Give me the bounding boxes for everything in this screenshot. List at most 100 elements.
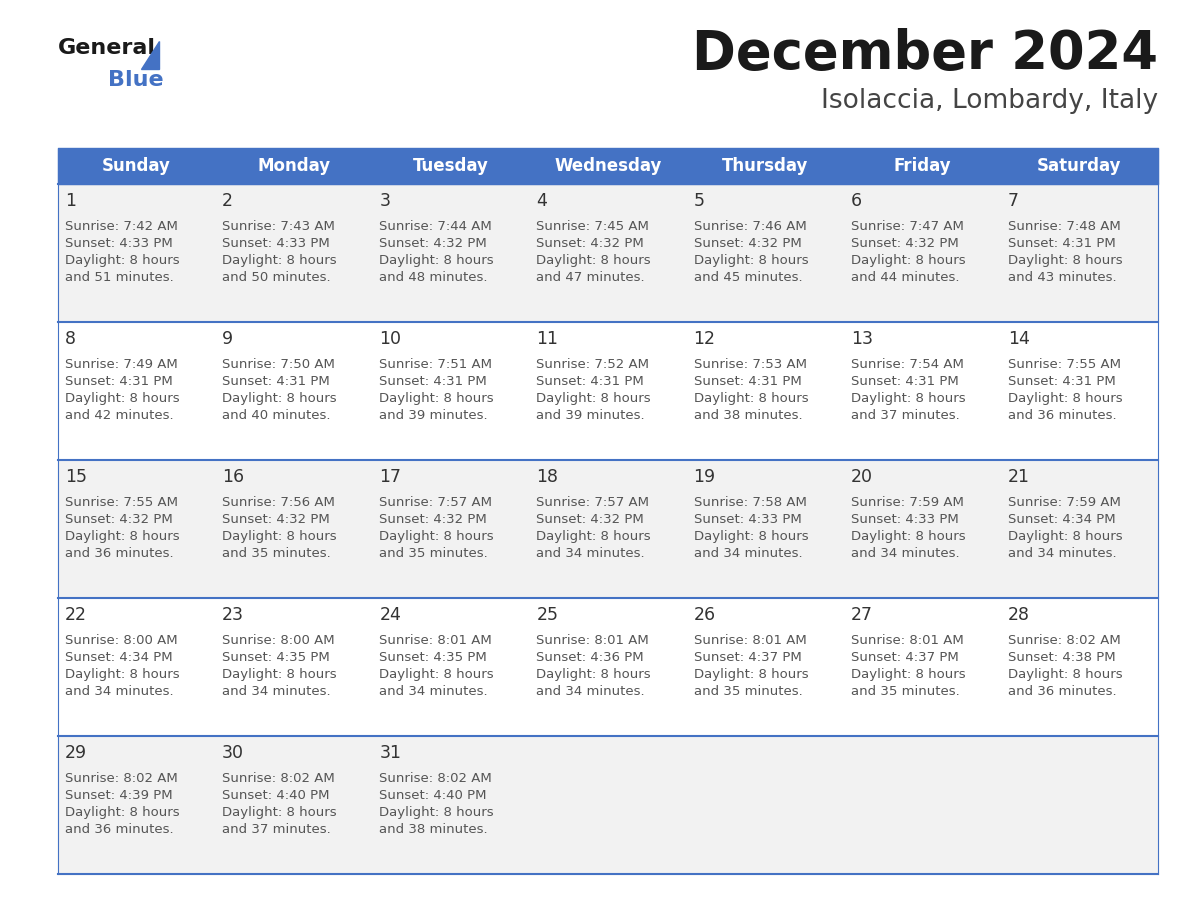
Text: Sunrise: 7:48 AM: Sunrise: 7:48 AM [1007, 220, 1120, 233]
Text: Sunset: 4:31 PM: Sunset: 4:31 PM [694, 375, 802, 388]
Text: Sunset: 4:33 PM: Sunset: 4:33 PM [65, 237, 172, 250]
Text: Sunrise: 8:00 AM: Sunrise: 8:00 AM [65, 634, 178, 647]
Text: Sunrise: 7:42 AM: Sunrise: 7:42 AM [65, 220, 178, 233]
Text: and 44 minutes.: and 44 minutes. [851, 271, 959, 284]
Text: 7: 7 [1007, 192, 1019, 210]
Text: Daylight: 8 hours: Daylight: 8 hours [65, 668, 179, 681]
Text: and 39 minutes.: and 39 minutes. [379, 409, 488, 422]
Text: and 34 minutes.: and 34 minutes. [379, 685, 488, 698]
Text: Sunrise: 7:51 AM: Sunrise: 7:51 AM [379, 358, 492, 371]
Text: Sunset: 4:32 PM: Sunset: 4:32 PM [379, 513, 487, 526]
Text: and 48 minutes.: and 48 minutes. [379, 271, 488, 284]
Text: Daylight: 8 hours: Daylight: 8 hours [222, 392, 336, 405]
Bar [58, 460, 1158, 598]
Text: Sunset: 4:38 PM: Sunset: 4:38 PM [1007, 651, 1116, 664]
Text: and 50 minutes.: and 50 minutes. [222, 271, 330, 284]
Text: and 34 minutes.: and 34 minutes. [537, 547, 645, 560]
Text: and 45 minutes.: and 45 minutes. [694, 271, 802, 284]
Text: and 51 minutes.: and 51 minutes. [65, 271, 173, 284]
Text: and 43 minutes.: and 43 minutes. [1007, 271, 1117, 284]
Text: Sunset: 4:39 PM: Sunset: 4:39 PM [65, 789, 172, 802]
Text: Daylight: 8 hours: Daylight: 8 hours [1007, 392, 1123, 405]
Bar [58, 322, 1158, 460]
Text: 11: 11 [537, 330, 558, 348]
Text: and 36 minutes.: and 36 minutes. [1007, 409, 1117, 422]
Text: Sunset: 4:31 PM: Sunset: 4:31 PM [1007, 375, 1116, 388]
Text: Sunset: 4:37 PM: Sunset: 4:37 PM [851, 651, 959, 664]
Text: Sunset: 4:35 PM: Sunset: 4:35 PM [379, 651, 487, 664]
Text: 10: 10 [379, 330, 402, 348]
Text: Daylight: 8 hours: Daylight: 8 hours [379, 806, 494, 819]
Text: Sunrise: 7:54 AM: Sunrise: 7:54 AM [851, 358, 963, 371]
Text: Sunrise: 8:01 AM: Sunrise: 8:01 AM [851, 634, 963, 647]
Text: Sunset: 4:31 PM: Sunset: 4:31 PM [537, 375, 644, 388]
Text: Sunset: 4:33 PM: Sunset: 4:33 PM [851, 513, 959, 526]
Polygon shape [141, 41, 159, 69]
Text: Sunset: 4:32 PM: Sunset: 4:32 PM [65, 513, 172, 526]
Text: Daylight: 8 hours: Daylight: 8 hours [1007, 254, 1123, 267]
Text: and 35 minutes.: and 35 minutes. [694, 685, 802, 698]
Text: 28: 28 [1007, 606, 1030, 624]
Text: 16: 16 [222, 468, 245, 486]
Text: 1: 1 [65, 192, 76, 210]
Text: Daylight: 8 hours: Daylight: 8 hours [537, 392, 651, 405]
Text: 22: 22 [65, 606, 87, 624]
Text: Sunset: 4:40 PM: Sunset: 4:40 PM [379, 789, 487, 802]
Text: 18: 18 [537, 468, 558, 486]
Text: Sunset: 4:31 PM: Sunset: 4:31 PM [65, 375, 172, 388]
Text: Sunset: 4:32 PM: Sunset: 4:32 PM [694, 237, 802, 250]
Text: 31: 31 [379, 744, 402, 762]
Text: Daylight: 8 hours: Daylight: 8 hours [537, 530, 651, 543]
Text: 15: 15 [65, 468, 87, 486]
Text: and 35 minutes.: and 35 minutes. [379, 547, 488, 560]
Text: 20: 20 [851, 468, 873, 486]
Text: Sunday: Sunday [102, 157, 171, 175]
Text: Daylight: 8 hours: Daylight: 8 hours [65, 806, 179, 819]
Text: Daylight: 8 hours: Daylight: 8 hours [694, 392, 808, 405]
Text: 17: 17 [379, 468, 402, 486]
Text: 30: 30 [222, 744, 245, 762]
Text: and 37 minutes.: and 37 minutes. [851, 409, 960, 422]
Text: Sunrise: 7:55 AM: Sunrise: 7:55 AM [65, 496, 178, 509]
Text: and 34 minutes.: and 34 minutes. [537, 685, 645, 698]
Text: Sunset: 4:34 PM: Sunset: 4:34 PM [1007, 513, 1116, 526]
Text: Daylight: 8 hours: Daylight: 8 hours [1007, 668, 1123, 681]
Text: and 42 minutes.: and 42 minutes. [65, 409, 173, 422]
Bar [58, 148, 1158, 184]
Bar [58, 184, 1158, 322]
Text: 26: 26 [694, 606, 715, 624]
Text: Sunrise: 7:59 AM: Sunrise: 7:59 AM [851, 496, 963, 509]
Text: and 38 minutes.: and 38 minutes. [379, 823, 488, 836]
Text: Sunrise: 8:01 AM: Sunrise: 8:01 AM [537, 634, 649, 647]
Text: Sunset: 4:34 PM: Sunset: 4:34 PM [65, 651, 172, 664]
Text: 8: 8 [65, 330, 76, 348]
Text: General: General [58, 38, 156, 58]
Text: and 34 minutes.: and 34 minutes. [222, 685, 330, 698]
Text: Daylight: 8 hours: Daylight: 8 hours [537, 668, 651, 681]
Text: 13: 13 [851, 330, 873, 348]
Text: Sunrise: 7:56 AM: Sunrise: 7:56 AM [222, 496, 335, 509]
Text: and 34 minutes.: and 34 minutes. [1007, 547, 1117, 560]
Text: Friday: Friday [893, 157, 952, 175]
Text: Daylight: 8 hours: Daylight: 8 hours [222, 254, 336, 267]
Text: Sunrise: 7:57 AM: Sunrise: 7:57 AM [379, 496, 492, 509]
Text: 24: 24 [379, 606, 402, 624]
Text: 25: 25 [537, 606, 558, 624]
Text: Daylight: 8 hours: Daylight: 8 hours [694, 668, 808, 681]
Text: Sunrise: 8:02 AM: Sunrise: 8:02 AM [1007, 634, 1120, 647]
Text: Sunrise: 8:02 AM: Sunrise: 8:02 AM [379, 772, 492, 785]
Text: and 36 minutes.: and 36 minutes. [1007, 685, 1117, 698]
Text: Sunrise: 7:59 AM: Sunrise: 7:59 AM [1007, 496, 1120, 509]
Text: Daylight: 8 hours: Daylight: 8 hours [379, 392, 494, 405]
Text: and 40 minutes.: and 40 minutes. [222, 409, 330, 422]
Text: Sunset: 4:33 PM: Sunset: 4:33 PM [222, 237, 330, 250]
Text: Sunset: 4:31 PM: Sunset: 4:31 PM [1007, 237, 1116, 250]
Text: Daylight: 8 hours: Daylight: 8 hours [851, 254, 966, 267]
Text: Sunrise: 8:01 AM: Sunrise: 8:01 AM [379, 634, 492, 647]
Text: Sunrise: 7:52 AM: Sunrise: 7:52 AM [537, 358, 650, 371]
Text: and 36 minutes.: and 36 minutes. [65, 823, 173, 836]
Text: Sunrise: 7:57 AM: Sunrise: 7:57 AM [537, 496, 650, 509]
Text: Daylight: 8 hours: Daylight: 8 hours [694, 530, 808, 543]
Text: Daylight: 8 hours: Daylight: 8 hours [851, 668, 966, 681]
Text: Sunrise: 8:02 AM: Sunrise: 8:02 AM [222, 772, 335, 785]
